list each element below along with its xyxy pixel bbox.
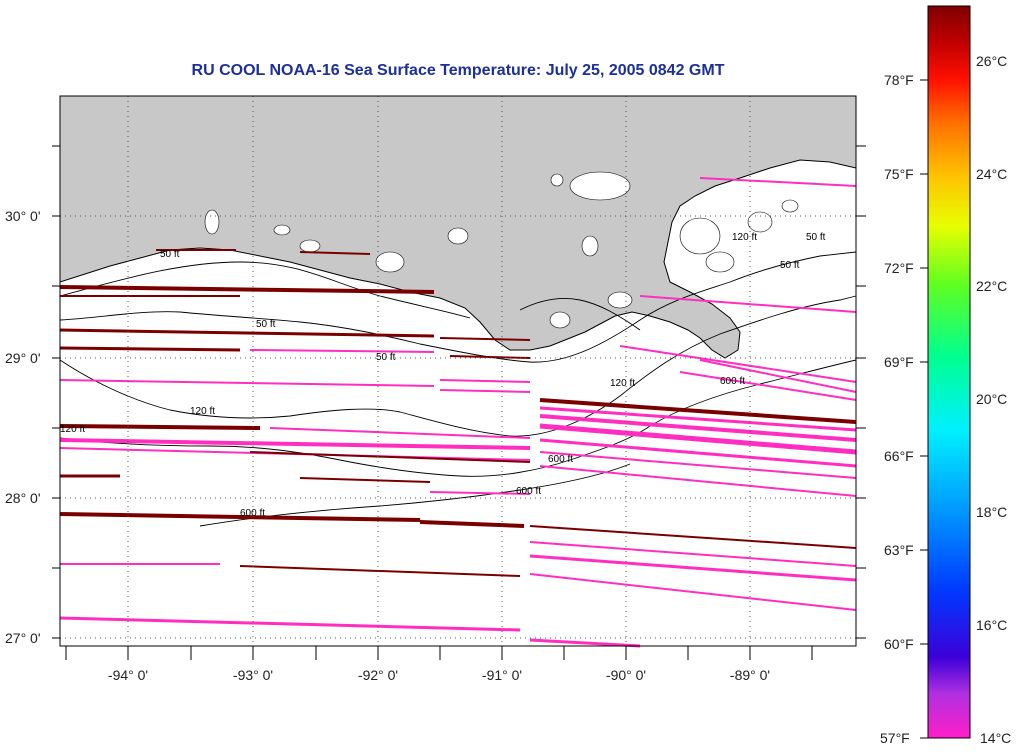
fahrenheit-label: 57°F <box>880 730 910 746</box>
celsius-label: 20°C <box>976 391 1007 407</box>
map-title: RU COOL NOAA-16 Sea Surface Temperature:… <box>191 62 725 79</box>
lon-label: -89° 0' <box>730 667 770 683</box>
fahrenheit-label: 78°F <box>884 72 914 88</box>
contour-label: 120 ft <box>190 406 215 417</box>
lat-label: 28° 0' <box>5 490 41 506</box>
celsius-label: 14°C <box>980 730 1011 746</box>
map-frame <box>59 95 857 647</box>
contour-label: 600 ft <box>720 376 745 387</box>
colorbar-ticks <box>920 79 928 739</box>
lat-label: 29° 0' <box>5 350 41 366</box>
contour-label: 120 ft <box>60 424 85 435</box>
fahrenheit-label: 75°F <box>884 166 914 182</box>
contour-label: 600 ft <box>240 508 265 519</box>
contour-label: 600 ft <box>548 454 573 465</box>
contour-label: 600 ft <box>516 486 541 497</box>
color-bar <box>927 5 971 739</box>
depth-contours <box>59 251 857 527</box>
contour-label: 50 ft <box>256 319 276 330</box>
fahrenheit-label: 63°F <box>884 542 914 558</box>
lon-label: -90° 0' <box>606 667 646 683</box>
celsius-label: 26°C <box>976 53 1007 69</box>
celsius-label: 22°C <box>976 278 1007 294</box>
fahrenheit-label: 66°F <box>884 448 914 464</box>
lon-label: -93° 0' <box>233 667 273 683</box>
lon-label: -94° 0' <box>108 667 148 683</box>
graticule <box>60 96 856 646</box>
contour-label: 50 ft <box>806 232 826 243</box>
lat-label: 27° 0' <box>5 630 41 646</box>
frame-ticks <box>52 145 866 660</box>
contour-label: 120 ft <box>732 232 757 243</box>
celsius-label: 16°C <box>976 617 1007 633</box>
fahrenheit-label: 60°F <box>884 636 914 652</box>
contour-label: 120 ft <box>610 378 635 389</box>
contour-label: 50 ft <box>780 260 800 271</box>
celsius-label: 18°C <box>976 504 1007 520</box>
contour-label: 50 ft <box>160 249 180 260</box>
lon-label: -92° 0' <box>358 667 398 683</box>
sst-swath-bands <box>59 177 857 648</box>
lat-label: 30° 0' <box>5 208 41 224</box>
fahrenheit-label: 72°F <box>884 260 914 276</box>
land-mass <box>59 95 857 359</box>
celsius-label: 24°C <box>976 166 1007 182</box>
lon-label: -91° 0' <box>482 667 522 683</box>
fahrenheit-label: 69°F <box>884 354 914 370</box>
